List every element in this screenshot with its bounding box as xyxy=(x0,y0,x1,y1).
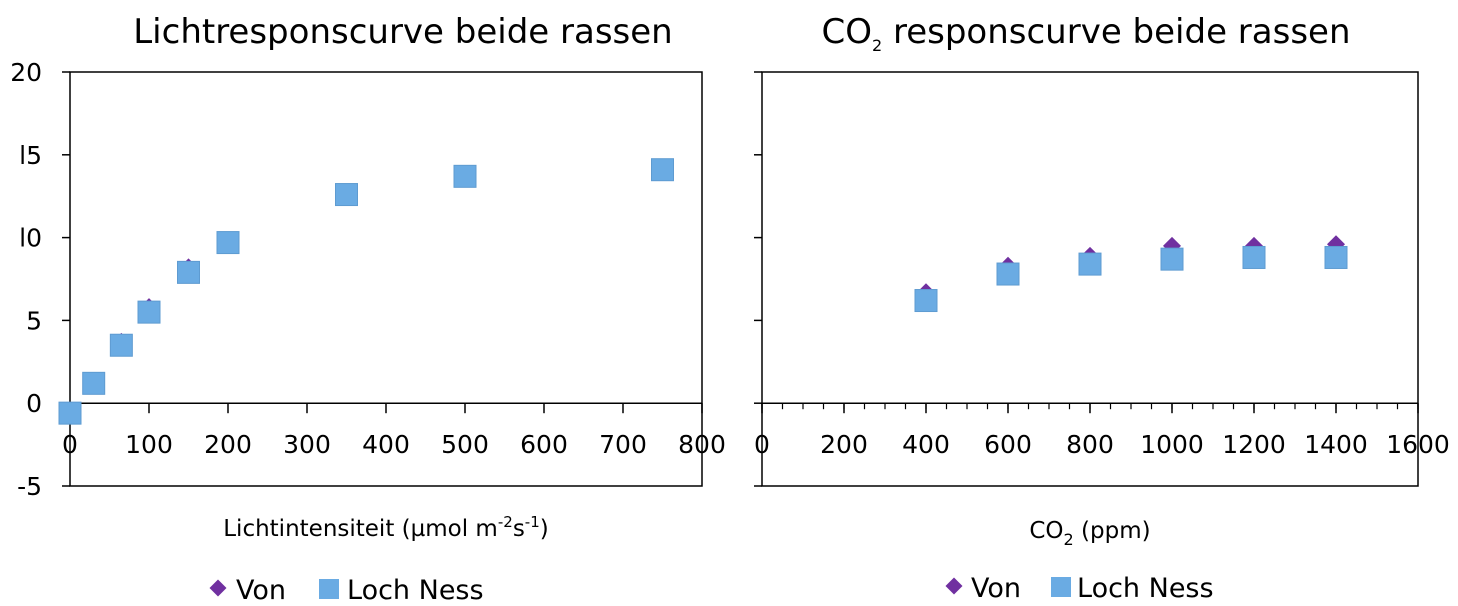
light-xlabel-main: Lichtintensiteit (µmol m xyxy=(223,516,498,542)
light-y-tick-label: 20 xyxy=(10,58,42,87)
co2-plot-area: 0 200 400 600 800 1000 1200 1400 1600 xyxy=(754,71,1450,487)
light-x-tick-label: 500 xyxy=(441,430,489,459)
co2-x-tick-label: 600 xyxy=(984,430,1032,459)
co2-legend: Von Loch Ness xyxy=(945,573,1214,604)
light-xlabel-sup1: -2 xyxy=(498,513,513,531)
light-xlabel-end: ) xyxy=(540,516,549,542)
co2-x-axis-label: CO2 (ppm) xyxy=(1029,518,1150,549)
legend-loch-ness-label: Loch Ness xyxy=(347,575,484,606)
light-loch-ness-point xyxy=(177,260,200,284)
co2-xlabel-main: CO xyxy=(1029,518,1063,544)
light-chart-title: Lichtresponscurve beide rassen xyxy=(133,12,673,52)
co2-x-tick-label: 800 xyxy=(1066,430,1114,459)
light-x-tick-label: 200 xyxy=(204,430,252,459)
light-loch-ness-point xyxy=(109,333,133,357)
light-xlabel-mid: s xyxy=(513,516,525,542)
co2-loch-ness-point xyxy=(1324,245,1348,269)
co2-x-tick-label: 200 xyxy=(820,430,868,459)
co2-loch-ness-point xyxy=(1160,247,1184,271)
light-loch-ness-point xyxy=(216,231,240,255)
co2-loch-ness-point xyxy=(996,262,1020,286)
co2-x-tick-label: 1600 xyxy=(1386,430,1450,459)
co2-loch-ness-point xyxy=(1242,245,1266,269)
light-loch-ness-point xyxy=(651,158,674,182)
co2-title-main: CO xyxy=(821,12,872,52)
co2-xlabel-sub: 2 xyxy=(1064,530,1074,549)
co2-title-rest: responscurve beide rassen xyxy=(882,12,1350,52)
legend-loch-ness-label: Loch Ness xyxy=(1077,573,1214,604)
co2-x-tick-label: 400 xyxy=(902,430,950,459)
co2-xlabel-rest: (ppm) xyxy=(1074,518,1151,544)
light-y-tick-label: 0 xyxy=(26,389,42,418)
light-x-tick-label: 100 xyxy=(125,430,173,459)
legend-von-marker xyxy=(945,577,963,595)
legend-loch-ness-marker xyxy=(1051,577,1071,597)
light-loch-ness-point xyxy=(137,300,161,324)
light-loch-ness-point xyxy=(453,164,477,188)
light-y-tick-label: l0 xyxy=(19,224,42,253)
legend-von-label: Von xyxy=(236,575,286,606)
co2-x-tick-label: 1400 xyxy=(1304,430,1368,459)
legend-von-marker xyxy=(209,579,227,597)
light-x-tick-label: 300 xyxy=(283,430,331,459)
co2-chart-title: CO2 responscurve beide rassen xyxy=(821,12,1350,55)
light-y-tick-label: 5 xyxy=(26,306,42,335)
co2-plot-frame xyxy=(761,71,1419,487)
light-x-tick-label: 800 xyxy=(678,430,726,459)
light-loch-ness-point xyxy=(58,401,82,425)
light-loch-ness-point xyxy=(335,183,358,207)
light-x-tick-label: 700 xyxy=(599,430,647,459)
co2-x-tick-label: 0 xyxy=(754,430,770,459)
light-loch-ness-point xyxy=(82,371,106,395)
light-x-tick-label: 400 xyxy=(362,430,410,459)
legend-von-label: Von xyxy=(971,573,1021,604)
legend-loch-ness-marker xyxy=(319,579,339,599)
light-x-tick-label: 600 xyxy=(520,430,568,459)
co2-x-tick-label: 1000 xyxy=(1140,430,1204,459)
light-y-tick-label: -5 xyxy=(17,472,42,501)
co2-title-sub: 2 xyxy=(872,36,882,55)
light-x-axis-label: Lichtintensiteit (µmol m-2s-1) xyxy=(223,513,549,542)
co2-loch-ness-point xyxy=(1078,252,1102,276)
light-y-tick-label: l5 xyxy=(19,141,42,170)
light-legend: Von Loch Ness xyxy=(209,575,484,606)
light-x-tick-label: 0 xyxy=(62,430,78,459)
co2-x-tick-label: 1200 xyxy=(1222,430,1286,459)
co2-loch-ness-point xyxy=(914,289,938,313)
light-xlabel-sup2: -1 xyxy=(525,513,540,531)
light-plot-frame xyxy=(69,71,703,487)
